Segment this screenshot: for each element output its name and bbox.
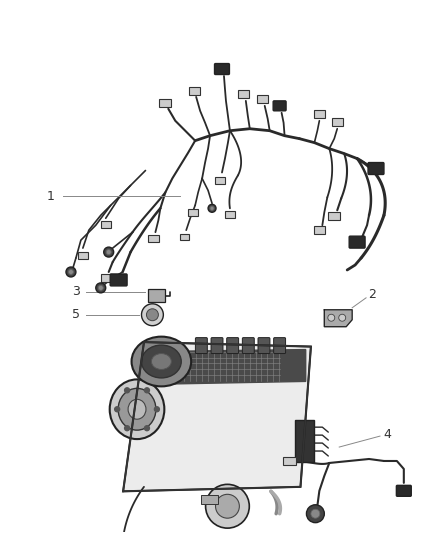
Circle shape xyxy=(210,206,214,211)
FancyBboxPatch shape xyxy=(314,226,325,234)
Polygon shape xyxy=(123,342,311,491)
Polygon shape xyxy=(324,310,352,327)
FancyBboxPatch shape xyxy=(211,337,223,353)
Circle shape xyxy=(339,314,346,321)
Text: 3: 3 xyxy=(72,285,80,298)
FancyBboxPatch shape xyxy=(257,95,268,103)
FancyBboxPatch shape xyxy=(110,274,127,286)
FancyBboxPatch shape xyxy=(225,211,235,218)
Circle shape xyxy=(146,309,159,321)
Text: 1: 1 xyxy=(47,190,55,203)
FancyBboxPatch shape xyxy=(215,177,225,184)
Circle shape xyxy=(96,283,106,293)
FancyBboxPatch shape xyxy=(368,163,384,174)
FancyBboxPatch shape xyxy=(294,420,314,462)
Circle shape xyxy=(98,285,103,290)
Text: 5: 5 xyxy=(72,308,80,321)
Ellipse shape xyxy=(110,379,164,439)
Circle shape xyxy=(215,494,240,518)
FancyBboxPatch shape xyxy=(283,456,296,465)
Circle shape xyxy=(145,388,149,393)
FancyBboxPatch shape xyxy=(195,337,207,353)
FancyBboxPatch shape xyxy=(314,110,325,118)
FancyBboxPatch shape xyxy=(242,337,254,353)
FancyBboxPatch shape xyxy=(101,221,111,228)
Circle shape xyxy=(208,204,216,212)
FancyBboxPatch shape xyxy=(180,234,189,240)
FancyBboxPatch shape xyxy=(159,99,171,107)
Circle shape xyxy=(68,270,74,274)
Circle shape xyxy=(311,509,320,518)
Circle shape xyxy=(66,267,76,277)
Circle shape xyxy=(145,426,149,431)
Circle shape xyxy=(124,388,130,393)
Ellipse shape xyxy=(141,345,181,378)
FancyBboxPatch shape xyxy=(188,209,198,216)
FancyBboxPatch shape xyxy=(227,337,239,353)
FancyBboxPatch shape xyxy=(148,235,159,241)
FancyBboxPatch shape xyxy=(238,90,249,98)
Circle shape xyxy=(104,247,114,257)
FancyBboxPatch shape xyxy=(332,118,343,126)
Circle shape xyxy=(115,407,120,411)
FancyBboxPatch shape xyxy=(215,63,230,75)
Ellipse shape xyxy=(152,353,171,369)
FancyBboxPatch shape xyxy=(258,337,270,353)
Polygon shape xyxy=(149,350,306,384)
Ellipse shape xyxy=(118,389,156,430)
FancyBboxPatch shape xyxy=(189,87,200,95)
Circle shape xyxy=(155,407,159,411)
FancyBboxPatch shape xyxy=(349,236,365,248)
Circle shape xyxy=(106,249,111,255)
Ellipse shape xyxy=(128,399,146,419)
FancyBboxPatch shape xyxy=(201,495,218,504)
Ellipse shape xyxy=(131,337,191,386)
FancyBboxPatch shape xyxy=(396,486,411,496)
FancyBboxPatch shape xyxy=(274,337,286,353)
FancyBboxPatch shape xyxy=(148,289,165,302)
Circle shape xyxy=(205,484,249,528)
FancyBboxPatch shape xyxy=(273,101,286,111)
FancyBboxPatch shape xyxy=(328,212,340,220)
Text: 4: 4 xyxy=(383,427,391,441)
Circle shape xyxy=(307,505,324,523)
Circle shape xyxy=(124,426,130,431)
Text: 2: 2 xyxy=(368,288,376,301)
FancyBboxPatch shape xyxy=(101,274,112,282)
Circle shape xyxy=(141,304,163,326)
FancyBboxPatch shape xyxy=(78,252,88,259)
Circle shape xyxy=(328,314,335,321)
